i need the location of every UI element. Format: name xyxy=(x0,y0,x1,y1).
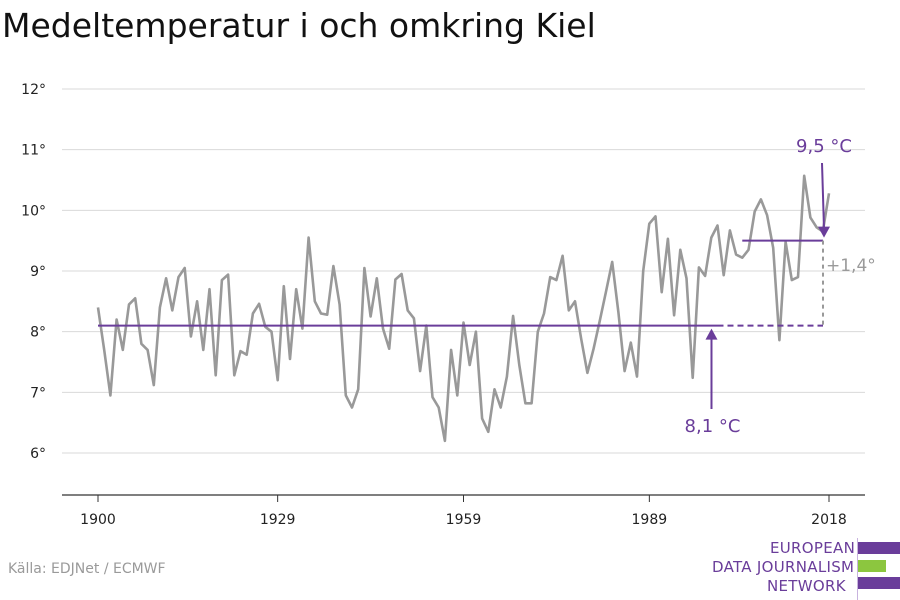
x-tick-label-1929: 1929 xyxy=(260,512,296,528)
logo-bar-purple-bottom xyxy=(858,577,900,589)
x-tick-label-2018: 2018 xyxy=(811,512,847,528)
logo-bar-purple-top xyxy=(858,542,900,554)
x-tick-label-1900: 1900 xyxy=(80,512,116,528)
arrow-head-8-1 xyxy=(705,328,718,340)
logo-divider xyxy=(857,538,858,600)
logo-line-3: NETWORK xyxy=(767,577,846,595)
edjnet-logo: EUROPEAN DATA JOURNALISM NETWORK xyxy=(700,536,900,600)
annotations: 8,1 °C 9,5 °C +1,4° xyxy=(685,136,876,437)
y-tick-label-8: 8° xyxy=(30,325,46,341)
arrow-head-9-5 xyxy=(818,226,830,238)
x-tick-label-1989: 1989 xyxy=(632,512,668,528)
label-8-1: 8,1 °C xyxy=(685,416,741,437)
y-tick-label-6: 6° xyxy=(30,446,46,462)
x-axis-ticks: 1900 1929 1959 1989 2018 xyxy=(80,495,847,528)
logo-line-1: EUROPEAN xyxy=(770,539,856,557)
arrow-shaft-9-5 xyxy=(821,162,825,229)
logo-line-2: DATA JOURNALISM xyxy=(712,558,855,576)
label-9-5: 9,5 °C xyxy=(796,136,852,157)
series-line-temperature xyxy=(96,174,831,443)
source-credit: Källa: EDJNet / ECMWF xyxy=(8,561,166,577)
logo-bar-green xyxy=(858,560,886,572)
series-layer xyxy=(96,174,831,443)
y-tick-label-11: 11° xyxy=(21,143,46,159)
y-tick-label-12: 12° xyxy=(21,82,46,98)
y-axis-tick-labels: 6° 7° 8° 9° 10° 11° 12° xyxy=(21,82,46,462)
reference-lines xyxy=(98,239,824,327)
x-tick-label-1959: 1959 xyxy=(446,512,482,528)
chart-title: Medeltemperatur i och omkring Kiel xyxy=(2,6,596,45)
y-tick-label-10: 10° xyxy=(21,203,46,219)
y-tick-label-7: 7° xyxy=(30,385,46,401)
y-tick-label-9: 9° xyxy=(30,264,46,280)
difference-label: +1,4° xyxy=(826,256,876,276)
